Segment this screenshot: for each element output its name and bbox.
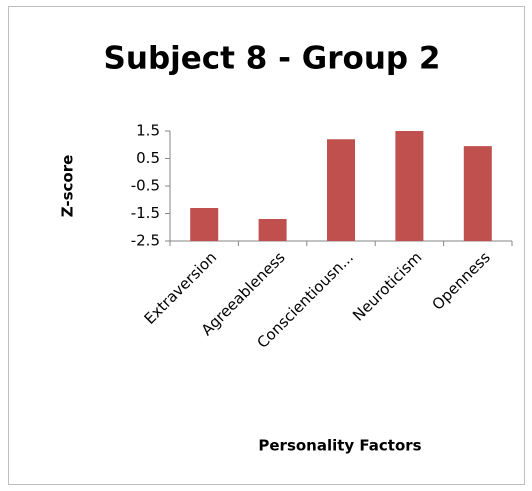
chart-title: Subject 8 - Group 2 xyxy=(104,41,441,77)
chart-border xyxy=(8,6,525,485)
y-tick-label: 0.5 xyxy=(136,149,160,167)
bar xyxy=(327,139,355,241)
y-tick-label: 1.5 xyxy=(136,122,160,140)
bar xyxy=(395,131,424,241)
y-tick-label: -0.5 xyxy=(131,177,160,195)
y-axis-label: Z-score xyxy=(59,155,77,218)
bar xyxy=(190,208,219,241)
y-tick-label: -1.5 xyxy=(131,204,160,222)
y-tick-label: -2.5 xyxy=(131,232,160,250)
bar xyxy=(463,146,492,241)
x-axis-label: Personality Factors xyxy=(258,437,421,455)
bar xyxy=(258,219,287,241)
